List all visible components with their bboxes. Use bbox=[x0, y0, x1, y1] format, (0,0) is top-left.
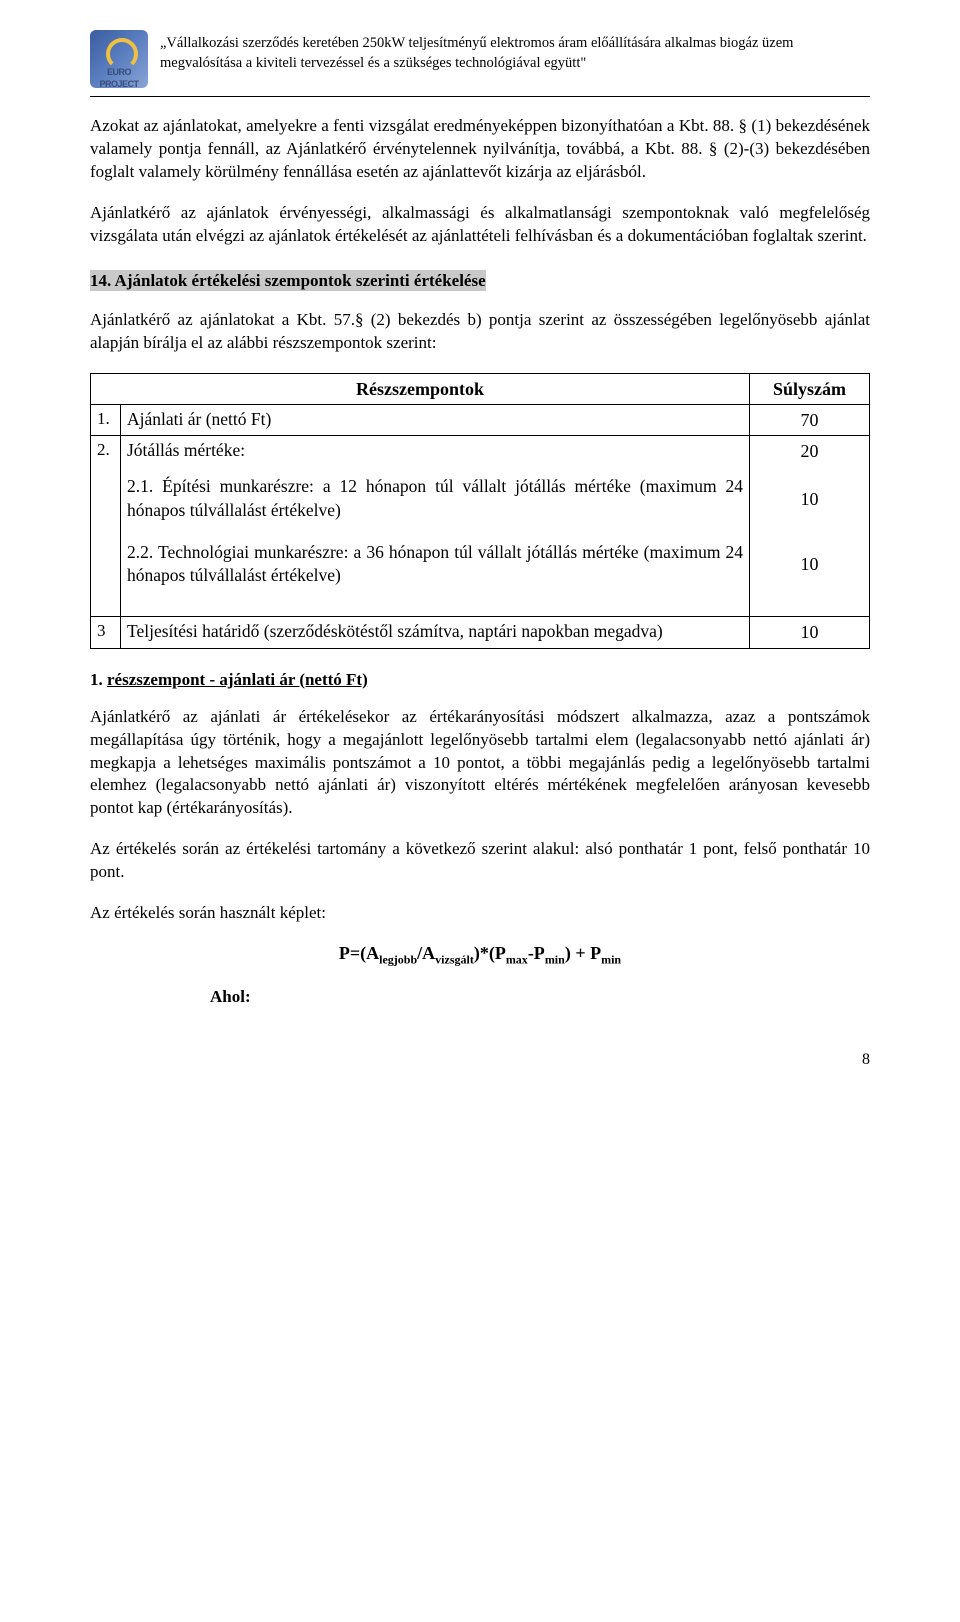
page-number: 8 bbox=[90, 1049, 870, 1071]
sub-2-1-weight: 10 bbox=[750, 466, 870, 531]
row-weight: 70 bbox=[750, 404, 870, 435]
ahol-label: Ahol: bbox=[210, 986, 870, 1009]
page-header: EURO PROJECT „Vállalkozási szerződés ker… bbox=[90, 30, 870, 88]
header-subtitle: „Vállalkozási szerződés keretében 250kW … bbox=[160, 30, 870, 73]
row-desc: Teljesítési határidő (szerződéskötéstől … bbox=[121, 617, 750, 648]
row-desc: Jótállás mértéke: bbox=[121, 436, 750, 467]
subsection-prefix: 1. bbox=[90, 670, 107, 689]
table-spacer bbox=[91, 597, 870, 617]
paragraph-3: Ajánlatkérő az ajánlatokat a Kbt. 57.§ (… bbox=[90, 309, 870, 355]
subsection-1-p2: Az értékelés során az értékelési tartomá… bbox=[90, 838, 870, 884]
row-num: 3 bbox=[91, 617, 121, 648]
row-weight: 10 bbox=[750, 617, 870, 648]
table-subrow: 2.1. Építési munkarészre: a 12 hónapon t… bbox=[91, 466, 870, 531]
euro-project-logo: EURO PROJECT bbox=[90, 30, 148, 88]
table-subrow: 2.2. Technológiai munkarészre: a 36 hóna… bbox=[91, 532, 870, 597]
section-14-heading: 14. Ajánlatok értékelési szempontok szer… bbox=[90, 270, 486, 291]
sub-2-1: 2.1. Építési munkarészre: a 12 hónapon t… bbox=[127, 469, 743, 528]
col-criteria: Részszempontok bbox=[91, 373, 750, 404]
row-num: 1. bbox=[91, 404, 121, 435]
paragraph-2: Ajánlatkérő az ajánlatok érvényességi, a… bbox=[90, 202, 870, 248]
subsection-1-heading: 1. részszempont - ajánlati ár (nettó Ft) bbox=[90, 669, 870, 692]
row-weight: 20 bbox=[750, 436, 870, 467]
table-row: 1. Ajánlati ár (nettó Ft) 70 bbox=[91, 404, 870, 435]
row-desc: Ajánlati ár (nettó Ft) bbox=[121, 404, 750, 435]
table-row: 3 Teljesítési határidő (szerződéskötéstő… bbox=[91, 617, 870, 648]
paragraph-1: Azokat az ajánlatokat, amelyekre a fenti… bbox=[90, 115, 870, 184]
table-row: 2. Jótállás mértéke: 20 bbox=[91, 436, 870, 467]
subsection-1-p3: Az értékelés során használt képlet: bbox=[90, 902, 870, 925]
formula: P=(Alegjobb/Avizsgált)*(Pmax-Pmin) + Pmi… bbox=[90, 941, 870, 968]
table-header-row: Részszempontok Súlyszám bbox=[91, 373, 870, 404]
sub-2-2-weight: 10 bbox=[750, 532, 870, 597]
subsection-label: részszempont - ajánlati ár (nettó Ft) bbox=[107, 670, 368, 689]
section-14-heading-wrap: 14. Ajánlatok értékelési szempontok szer… bbox=[90, 270, 870, 293]
subsection-1-p1: Ajánlatkérő az ajánlati ár értékelésekor… bbox=[90, 706, 870, 821]
row-num: 2. bbox=[91, 436, 121, 617]
sub-2-2: 2.2. Technológiai munkarészre: a 36 hóna… bbox=[127, 535, 743, 594]
header-divider bbox=[90, 96, 870, 97]
col-weight: Súlyszám bbox=[750, 373, 870, 404]
criteria-table: Részszempontok Súlyszám 1. Ajánlati ár (… bbox=[90, 373, 870, 649]
logo-text: EURO PROJECT bbox=[90, 66, 148, 90]
